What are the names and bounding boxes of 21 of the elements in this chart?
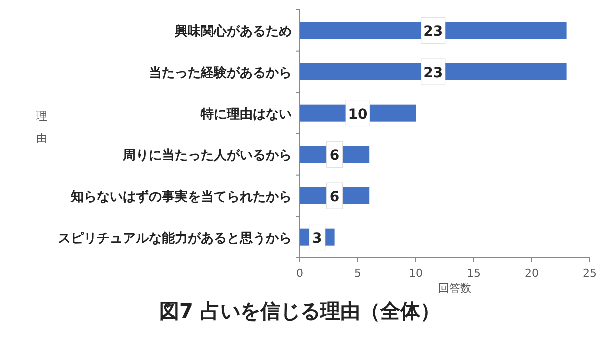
data-label: 23: [424, 66, 444, 82]
y-tick-label: スピリチュアルな能力があると思うから: [58, 230, 292, 246]
x-tick-label: 5: [354, 267, 362, 280]
y-tick-label: 当たった経験があるから: [149, 66, 292, 81]
x-tick-label: 10: [409, 267, 423, 280]
y-tick-label: 特に理由はない: [200, 107, 292, 122]
data-label: 23: [424, 24, 444, 40]
y-tick-label: 知らないはずの事実を当てられたから: [70, 189, 292, 205]
data-label: 10: [348, 106, 368, 123]
text: 図7 占いを信じる理由（全体）: [160, 299, 440, 323]
x-tick-label: 25: [583, 267, 597, 280]
y-axis-title: 理由: [36, 110, 48, 145]
x-axis-title: 回答数: [438, 282, 472, 295]
data-label: 6: [330, 148, 340, 164]
x-tick-label: 20: [525, 267, 539, 280]
x-tick-label: 15: [467, 267, 481, 280]
data-label: 6: [330, 190, 340, 206]
data-label: 3: [312, 230, 322, 247]
y-tick-label: 興味関心があるため: [174, 24, 292, 40]
x-tick-label: 0: [296, 267, 304, 280]
y-tick-label: 周りに当たった人がいるから: [122, 148, 292, 164]
